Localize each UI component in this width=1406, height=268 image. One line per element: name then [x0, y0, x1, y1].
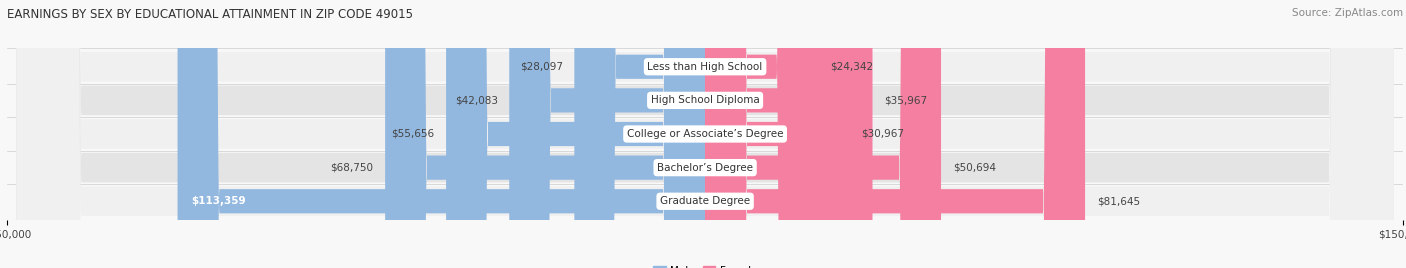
Text: College or Associate’s Degree: College or Associate’s Degree [627, 129, 783, 139]
Text: High School Diploma: High School Diploma [651, 95, 759, 105]
FancyBboxPatch shape [706, 0, 818, 268]
Legend: Male, Female: Male, Female [650, 261, 761, 268]
FancyBboxPatch shape [706, 0, 941, 268]
FancyBboxPatch shape [509, 0, 706, 268]
FancyBboxPatch shape [17, 0, 1393, 268]
FancyBboxPatch shape [446, 0, 706, 268]
Text: $81,645: $81,645 [1097, 196, 1140, 206]
Text: Bachelor’s Degree: Bachelor’s Degree [657, 163, 754, 173]
Text: Source: ZipAtlas.com: Source: ZipAtlas.com [1292, 8, 1403, 18]
Text: Graduate Degree: Graduate Degree [659, 196, 751, 206]
FancyBboxPatch shape [574, 0, 706, 268]
FancyBboxPatch shape [706, 0, 1085, 268]
FancyBboxPatch shape [17, 0, 1393, 268]
Text: $113,359: $113,359 [191, 196, 246, 206]
Text: $24,342: $24,342 [830, 62, 873, 72]
Text: $28,097: $28,097 [520, 62, 562, 72]
Text: $50,694: $50,694 [953, 163, 995, 173]
FancyBboxPatch shape [706, 0, 873, 268]
Text: $55,656: $55,656 [391, 129, 434, 139]
FancyBboxPatch shape [17, 0, 1393, 268]
Text: EARNINGS BY SEX BY EDUCATIONAL ATTAINMENT IN ZIP CODE 49015: EARNINGS BY SEX BY EDUCATIONAL ATTAINMEN… [7, 8, 413, 21]
Text: $42,083: $42,083 [454, 95, 498, 105]
Text: Less than High School: Less than High School [648, 62, 762, 72]
FancyBboxPatch shape [177, 0, 706, 268]
FancyBboxPatch shape [17, 0, 1393, 268]
FancyBboxPatch shape [706, 0, 849, 268]
FancyBboxPatch shape [17, 0, 1393, 268]
FancyBboxPatch shape [385, 0, 706, 268]
Text: $68,750: $68,750 [330, 163, 374, 173]
Text: $30,967: $30,967 [860, 129, 904, 139]
Text: $35,967: $35,967 [884, 95, 927, 105]
